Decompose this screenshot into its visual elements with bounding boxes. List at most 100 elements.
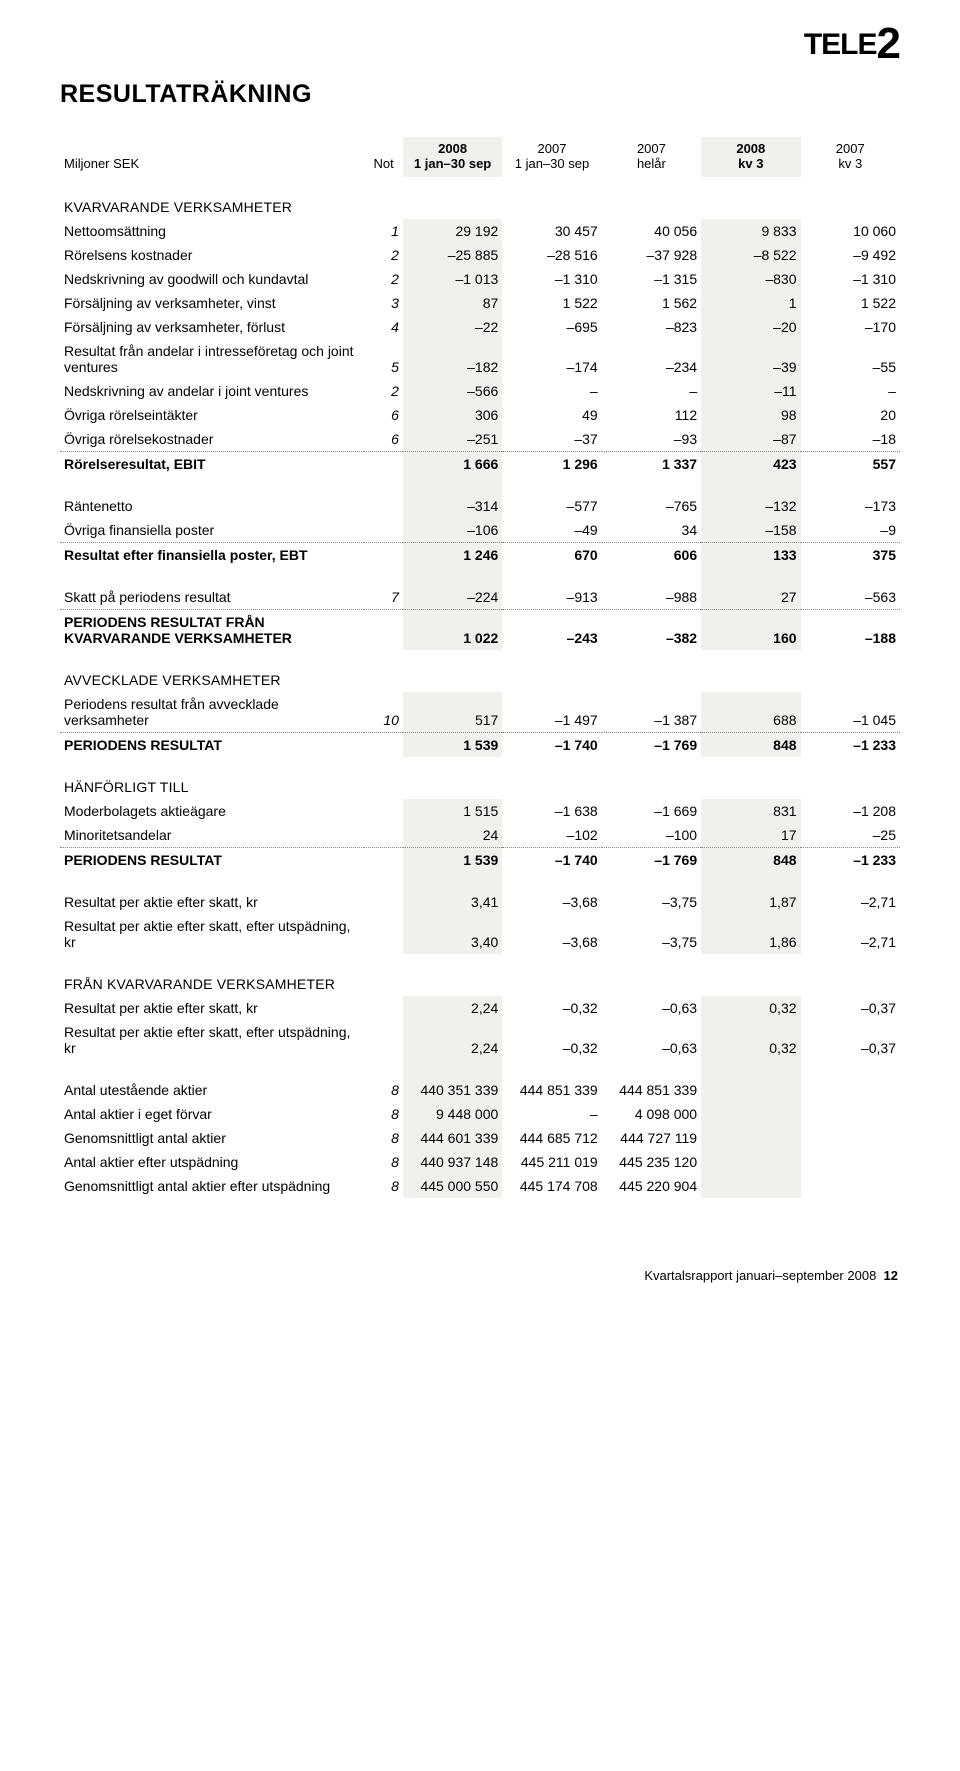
row-value: 30 457 [502,219,601,243]
tele2-logo: TELE2 [804,28,900,62]
row-value: –1 233 [801,733,900,758]
row-value: 1,86 [701,914,800,954]
row-value [801,1102,900,1126]
row-label: Genomsnittligt antal aktier [60,1126,364,1150]
table-row: Nedskrivning av andelar i joint ventures… [60,379,900,403]
row-note: 2 [364,243,403,267]
page-footer: Kvartalsrapport januari–september 2008 1… [60,1268,900,1283]
row-note [364,914,403,954]
income-statement-table: 2008 2007 2007 2008 2007 Miljoner SEK No… [60,137,900,1198]
section-heading: FRÅN KVARVARANDE VERKSAMHETER [60,954,900,996]
table-row: Räntenetto–314–577–765–132–173 [60,476,900,518]
row-value: –1 387 [602,692,701,733]
row-label: Nettoomsättning [60,219,364,243]
row-value: –1 497 [502,692,601,733]
row-value: –0,63 [602,996,701,1020]
row-value: 2,24 [403,1020,502,1060]
row-value: –0,37 [801,996,900,1020]
row-label: Antal utestående aktier [60,1060,364,1102]
row-value: –382 [602,610,701,651]
row-value: –18 [801,427,900,452]
row-value: –1 233 [801,848,900,873]
row-value: –2,71 [801,914,900,954]
row-note [364,823,403,848]
row-value: 2,24 [403,996,502,1020]
col-year-1: 2007 [502,137,601,156]
row-value: –913 [502,567,601,610]
row-value: –0,63 [602,1020,701,1060]
table-row: Resultat per aktie efter skatt, efter ut… [60,1020,900,1060]
table-row: Resultat efter finansiella poster, EBT1 … [60,543,900,568]
table-body: KVARVARANDE VERKSAMHETERNettoomsättning1… [60,177,900,1198]
row-value: –577 [502,476,601,518]
row-value: 1 666 [403,452,502,477]
row-value: 87 [403,291,502,315]
col-period-1: 1 jan–30 sep [502,156,601,177]
row-note [364,733,403,758]
row-value: –2,71 [801,872,900,914]
col-year-3: 2008 [701,137,800,156]
row-value: 440 351 339 [403,1060,502,1102]
row-value: –1 769 [602,848,701,873]
row-value: 557 [801,452,900,477]
row-note: 7 [364,567,403,610]
row-value: –830 [701,267,800,291]
row-value: 49 [502,403,601,427]
row-note [364,872,403,914]
row-value: –1 740 [502,733,601,758]
row-value: –182 [403,339,502,379]
row-value: 444 601 339 [403,1126,502,1150]
row-value: – [502,1102,601,1126]
footer-text: Kvartalsrapport januari–september 2008 [644,1268,876,1283]
row-note: 8 [364,1150,403,1174]
row-label: Övriga rörelsekostnader [60,427,364,452]
row-note [364,1020,403,1060]
row-value: 20 [801,403,900,427]
row-note [364,848,403,873]
page-container: TELE2 RESULTATRÄKNING 2008 2007 2007 200… [0,0,960,1323]
row-note: 6 [364,427,403,452]
col-year-0: 2008 [403,137,502,156]
row-value: 445 235 120 [602,1150,701,1174]
row-label: Genomsnittligt antal aktier efter utspäd… [60,1174,364,1198]
row-value: –55 [801,339,900,379]
row-note [364,518,403,543]
row-note: 5 [364,339,403,379]
table-row: Genomsnittligt antal aktier8444 601 3394… [60,1126,900,1150]
row-label: Övriga rörelseintäkter [60,403,364,427]
row-value: –93 [602,427,701,452]
row-value: 445 211 019 [502,1150,601,1174]
table-row: Nedskrivning av goodwill och kundavtal2–… [60,267,900,291]
row-label: PERIODENS RESULTAT [60,848,364,873]
row-value: –251 [403,427,502,452]
row-value: –1 638 [502,799,601,823]
logo-text-1: TELE [804,28,877,61]
row-value: –1 769 [602,733,701,758]
header-label: Miljoner SEK [60,156,364,177]
row-value: 306 [403,403,502,427]
table-row: Skatt på periodens resultat7–224–913–988… [60,567,900,610]
row-value: 444 851 339 [502,1060,601,1102]
row-label: Rörelsens kostnader [60,243,364,267]
row-value: –1 045 [801,692,900,733]
row-value: –3,75 [602,914,701,954]
row-value: 1,87 [701,872,800,914]
table-row: Resultat från andelar i intresseföretag … [60,339,900,379]
row-value: 445 000 550 [403,1174,502,1198]
row-note: 2 [364,267,403,291]
row-label: Antal aktier i eget förvar [60,1102,364,1126]
row-value: –566 [403,379,502,403]
table-row: Rörelseresultat, EBIT1 6661 2961 3374235… [60,452,900,477]
row-value: 9 448 000 [403,1102,502,1126]
row-note [364,543,403,568]
col-period-2: helår [602,156,701,177]
table-row: Försäljning av verksamheter, vinst3871 5… [60,291,900,315]
row-value: 1 562 [602,291,701,315]
row-value: –37 [502,427,601,452]
row-value: –158 [701,518,800,543]
row-note: 3 [364,291,403,315]
row-value: 444 851 339 [602,1060,701,1102]
row-value: 112 [602,403,701,427]
row-value: –3,68 [502,914,601,954]
row-value: –0,37 [801,1020,900,1060]
